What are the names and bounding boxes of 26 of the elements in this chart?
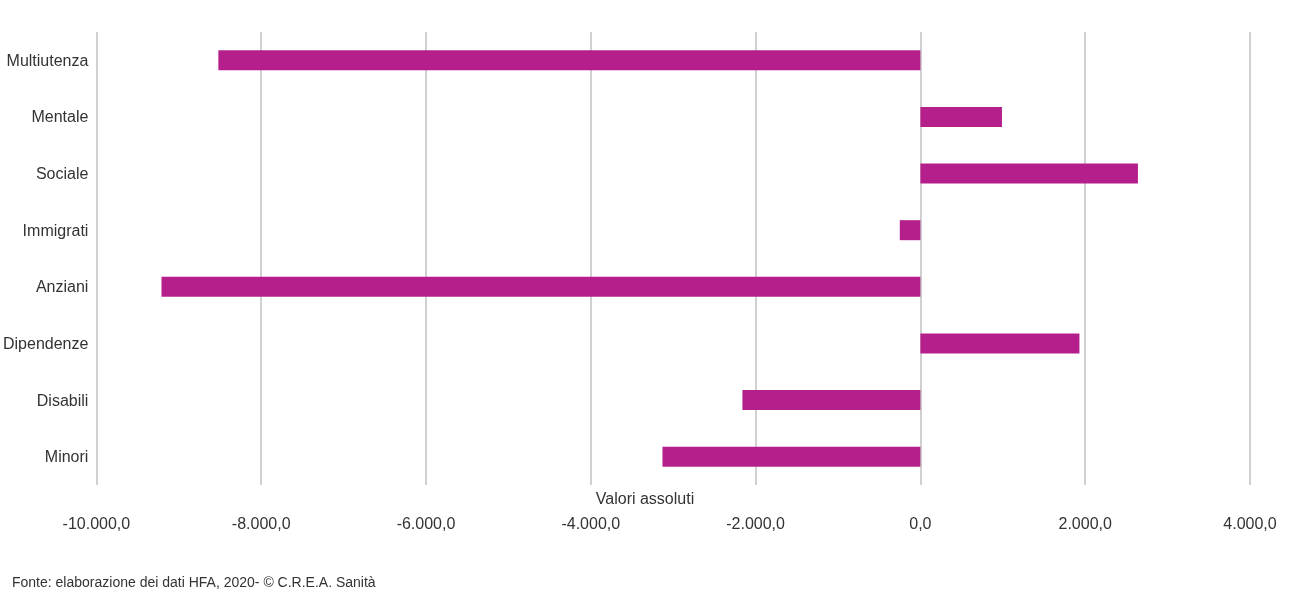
y-tick-label: Immigrati	[22, 221, 89, 239]
bar	[161, 276, 921, 297]
x-tick-label: 0,0	[909, 514, 932, 532]
bar	[662, 446, 921, 467]
bar	[920, 333, 1080, 354]
x-tick-label: -8.000,0	[231, 514, 291, 532]
y-tick-label: Sociale	[35, 165, 89, 183]
bar	[899, 220, 921, 241]
y-tick-label: Mentale	[31, 108, 89, 126]
x-tick-label: -4.000,0	[561, 514, 621, 532]
x-tick-label: -10.000,0	[62, 514, 131, 532]
x-tick-label: 2.000,0	[1058, 514, 1112, 532]
y-tick-label: Disabili	[36, 391, 89, 409]
y-tick-label: Multiutenza	[6, 51, 89, 69]
x-axis-title: Valori assoluti	[595, 489, 695, 507]
y-tick-label: Dipendenze	[2, 334, 89, 352]
x-tick-label: -2.000,0	[726, 514, 786, 532]
bar	[920, 106, 1002, 127]
y-tick-label: Anziani	[35, 278, 89, 296]
x-tick-label: -6.000,0	[396, 514, 456, 532]
y-tick-label: Minori	[44, 448, 89, 466]
source-note: Fonte: elaborazione dei dati HFA, 2020- © C.R.E.A. Sanità	[12, 574, 376, 590]
bar	[920, 163, 1138, 184]
bar	[742, 390, 921, 411]
bar	[218, 50, 921, 71]
x-tick-label: 4.000,0	[1223, 514, 1277, 532]
